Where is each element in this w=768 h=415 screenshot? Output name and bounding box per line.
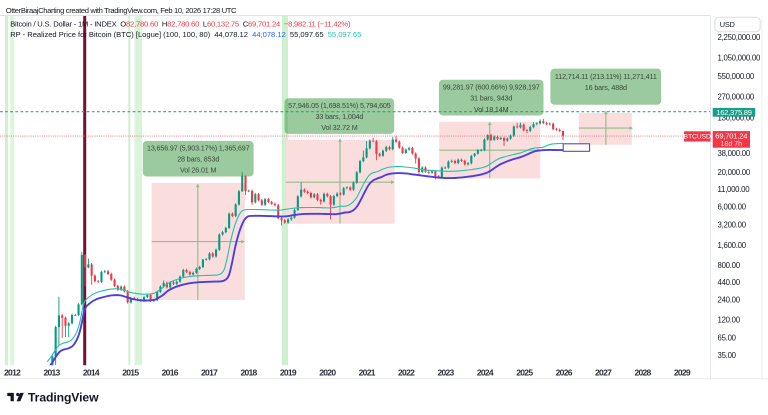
svg-text:6,000.00: 6,000.00 <box>718 203 747 212</box>
svg-text:Bitcoin / U.S. Dollar - 1M - I: Bitcoin / U.S. Dollar - 1M - INDEX O82,7… <box>10 19 351 28</box>
svg-text:11,000.00: 11,000.00 <box>718 185 751 194</box>
svg-text:2017: 2017 <box>201 368 218 378</box>
svg-text:Vol 18,14M: Vol 18,14M <box>474 105 509 114</box>
svg-text:65.00: 65.00 <box>718 333 737 342</box>
svg-text:16 bars, 488d: 16 bars, 488d <box>585 83 627 92</box>
svg-text:2022: 2022 <box>398 368 415 378</box>
svg-text:2,250,000.00: 2,250,000.00 <box>718 33 761 42</box>
svg-text:2025: 2025 <box>516 368 533 378</box>
svg-text:270,000.00: 270,000.00 <box>718 93 755 102</box>
svg-text:2019: 2019 <box>280 368 297 378</box>
svg-text:2015: 2015 <box>122 368 139 378</box>
svg-text:130,000.00: 130,000.00 <box>718 114 755 123</box>
svg-text:120.00: 120.00 <box>718 316 741 325</box>
svg-text:2029: 2029 <box>674 368 691 378</box>
svg-text:99,281.97 (600.66%) 9,928,197: 99,281.97 (600.66%) 9,928,197 <box>443 83 540 92</box>
svg-text:57,946.05 (1,698.51%) 5,794,60: 57,946.05 (1,698.51%) 5,794,605 <box>288 101 391 110</box>
svg-text:162,375.89: 162,375.89 <box>716 108 752 117</box>
svg-text:800.00: 800.00 <box>718 261 741 270</box>
svg-text:35.00: 35.00 <box>718 351 737 360</box>
svg-text:2014: 2014 <box>83 368 100 378</box>
svg-text:2028: 2028 <box>634 368 651 378</box>
svg-text:13,656.97 (5,903.17%) 1,365,69: 13,656.97 (5,903.17%) 1,365,697 <box>147 143 250 152</box>
svg-text:2018: 2018 <box>240 368 257 378</box>
svg-text:550,000.00: 550,000.00 <box>718 72 755 81</box>
svg-text:Vol 32.72 M: Vol 32.72 M <box>321 123 357 132</box>
svg-text:BTCUSD: BTCUSD <box>684 134 712 141</box>
svg-text:OtterBiraajCharting created wi: OtterBiraajCharting created with Trading… <box>6 6 237 15</box>
svg-text:18d 7h: 18d 7h <box>721 141 743 148</box>
svg-text:Vol 26.01 M: Vol 26.01 M <box>180 166 216 175</box>
svg-text:28 bars, 853d: 28 bars, 853d <box>177 155 219 164</box>
svg-text:240.00: 240.00 <box>718 296 741 305</box>
svg-text:3,200.00: 3,200.00 <box>718 221 747 230</box>
svg-text:2027: 2027 <box>595 368 612 378</box>
svg-text:2016: 2016 <box>162 368 179 378</box>
svg-text:2026: 2026 <box>556 368 573 378</box>
svg-text:1,050,000.00: 1,050,000.00 <box>718 53 761 62</box>
svg-text:2013: 2013 <box>43 368 60 378</box>
svg-text:112,714.11 (213.11%) 11,271,41: 112,714.11 (213.11%) 11,271,411 <box>555 72 657 81</box>
svg-text:2021: 2021 <box>359 368 376 378</box>
svg-text:USD: USD <box>720 20 735 29</box>
svg-text:2023: 2023 <box>437 368 454 378</box>
svg-text:38,000.00: 38,000.00 <box>718 149 751 158</box>
svg-text:440.00: 440.00 <box>718 278 741 287</box>
svg-text:TradingView: TradingView <box>28 391 99 405</box>
svg-text:2012: 2012 <box>4 368 21 378</box>
svg-text:RP - Realized Price for Bitcoi: RP - Realized Price for Bitcoin (BTC) [L… <box>10 30 361 39</box>
svg-text:20,000.00: 20,000.00 <box>718 168 751 177</box>
svg-text:2020: 2020 <box>319 368 336 378</box>
svg-text:2024: 2024 <box>477 368 494 378</box>
svg-text:1,600.00: 1,600.00 <box>718 241 747 250</box>
svg-text:33 bars, 1,004d: 33 bars, 1,004d <box>316 112 364 121</box>
svg-text:31 bars, 943d: 31 bars, 943d <box>470 94 512 103</box>
svg-text:69,701.24: 69,701.24 <box>715 132 747 141</box>
